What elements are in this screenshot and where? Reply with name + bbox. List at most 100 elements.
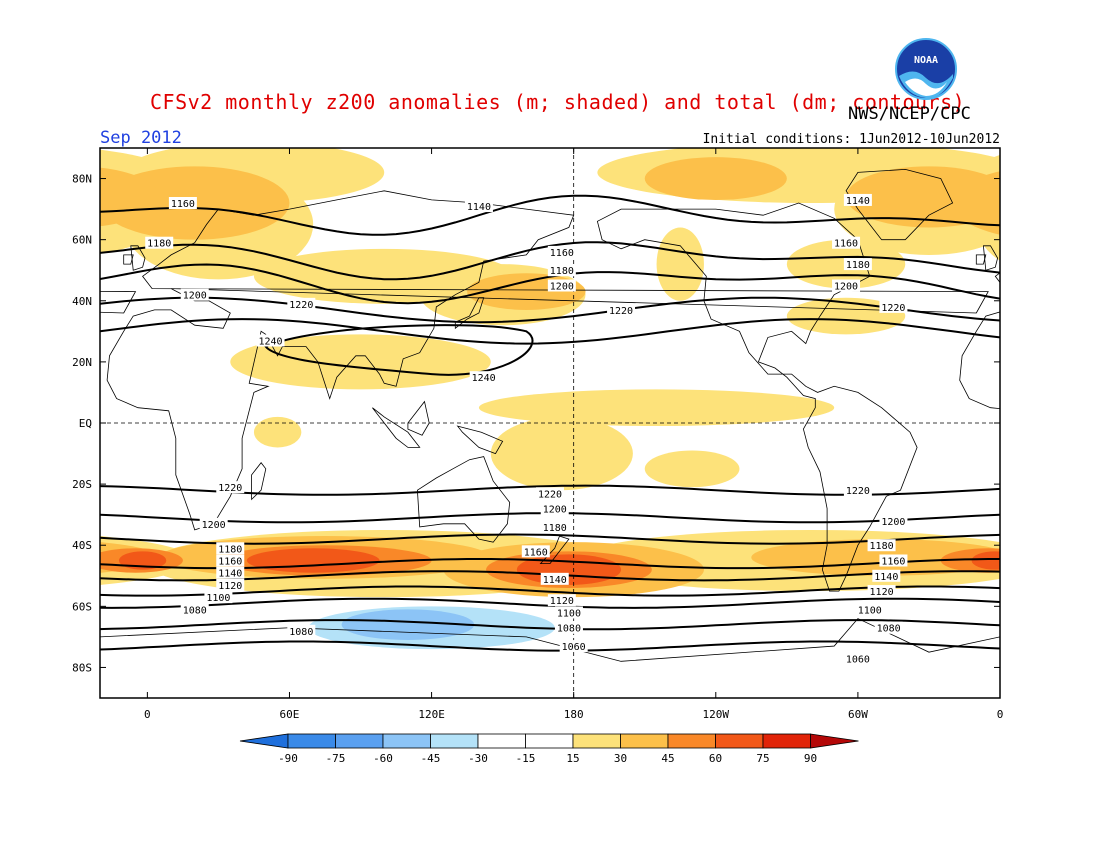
contour-label: 1220: [846, 486, 870, 497]
contour-labels: 1160 114011401180116011601180118012001200…: [145, 193, 908, 665]
contour-line: [100, 619, 1000, 631]
contour-label: 1200: [550, 282, 574, 293]
contour-label-bg: [287, 624, 316, 637]
anomaly-region: [159, 536, 491, 579]
anomaly-region: [443, 542, 704, 598]
contour-label: 1160: [218, 557, 242, 568]
anomaly-region: [486, 551, 652, 589]
colorbar-segment: [477, 733, 526, 749]
colorbar-segment: [430, 733, 479, 749]
contour-label-bg: [855, 603, 884, 616]
contour-label-bg: [256, 334, 285, 347]
colorbar-segment: [715, 733, 764, 749]
anomaly-region: [308, 606, 555, 650]
contour-label-bg: [843, 258, 872, 271]
anomaly-region: [100, 542, 160, 573]
contour-label: 1120: [218, 581, 242, 592]
contour-label-bg: [872, 569, 901, 582]
anomaly-region: [0, 240, 53, 289]
contour-label: 1120: [550, 596, 574, 607]
contour-label: 1200: [543, 505, 567, 516]
contour-label-bg: [540, 520, 569, 533]
contour-label-bg: [204, 591, 233, 604]
anomaly-region: [100, 149, 171, 196]
lat-label: 20N: [72, 356, 92, 369]
anomaly-region: [467, 273, 586, 310]
contour-label: 1240: [258, 337, 282, 348]
lat-label: 60S: [72, 600, 92, 613]
contour-line: [100, 512, 1000, 524]
contour-label-bg: [843, 652, 872, 665]
contour-label-bg: [180, 603, 209, 616]
anomaly-region: [751, 539, 1000, 576]
anomaly-region: [253, 248, 515, 304]
lon-label: 0: [997, 708, 1004, 721]
colorbar-label: 90: [804, 752, 817, 765]
lat-label: 40S: [72, 539, 92, 552]
coastline: [596, 202, 918, 592]
contour-label-bg: [867, 539, 896, 552]
contour-label-bg: [540, 502, 569, 515]
contour-label: 1200: [202, 520, 226, 531]
lon-label: 120E: [418, 708, 445, 721]
contour-label-bg: [547, 264, 576, 277]
anomaly-region: [644, 157, 787, 200]
contour-label-bg: [832, 279, 861, 292]
coastline: [106, 190, 989, 531]
coastline: [959, 272, 1000, 410]
contour-label: 1180: [870, 541, 894, 552]
anomaly-region: [118, 551, 167, 570]
contour-label-bg: [216, 542, 245, 555]
anomaly-region: [123, 148, 385, 203]
coastline: [416, 456, 511, 543]
anomaly-region: [846, 166, 1000, 228]
anomaly-region: [218, 545, 432, 576]
coastline: [251, 462, 267, 501]
coastline: [539, 535, 570, 564]
anomaly-region: [123, 169, 314, 280]
contour-label: 1200: [834, 282, 858, 293]
coastlines: [100, 168, 1000, 662]
lon-label: 120W: [703, 708, 730, 721]
contour-label-bg: [536, 487, 564, 500]
contour-label: 1220: [881, 303, 905, 314]
contour-line: [100, 597, 1000, 609]
colorbar: -90 -75 -60 -45 -30 -15 15 30 45 60 75 90: [239, 733, 859, 765]
lon-label: 0: [144, 708, 151, 721]
anomaly-region: [976, 188, 1000, 261]
contour-label-bg: [547, 594, 576, 607]
contour-label: 1160: [524, 547, 548, 558]
anomaly-region: [834, 163, 1000, 255]
anomaly-region: [478, 389, 835, 427]
initial-conditions: Initial conditions: 1Jun2012-10Jun2012: [702, 132, 1000, 147]
contour-label: 1060: [846, 654, 870, 665]
contour-line: [100, 263, 1000, 305]
colorbar-label: 75: [756, 752, 769, 765]
colorbar-segment: [667, 733, 716, 749]
contour-label: 1140: [543, 575, 567, 586]
anomaly-region: [786, 239, 906, 289]
contour-label: 1100: [858, 605, 882, 616]
contour-label: 1220: [289, 300, 313, 311]
colorbar-label: 60: [709, 752, 722, 765]
contour-label: 1200: [183, 291, 207, 302]
anomaly-region: [100, 166, 290, 240]
anomaly-region: [952, 171, 1000, 235]
contour-label: 1180: [218, 544, 242, 555]
contour-label-bg: [832, 236, 861, 249]
agency-credit: NWS/NCEP/CPC: [848, 104, 971, 124]
anomaly-region: [976, 154, 1000, 191]
colorbar-label: 30: [614, 752, 627, 765]
contour-label-bg: [464, 200, 493, 213]
anomaly-region: [100, 164, 172, 254]
contour-label: 1220: [538, 489, 562, 500]
anomaly-region: [1000, 530, 1100, 597]
coastline: [130, 245, 146, 271]
anomaly-region: [341, 609, 475, 640]
height-contours: [100, 194, 1000, 652]
contour-label-bg: [547, 245, 576, 258]
contour-label: 1140: [846, 196, 870, 207]
contour-label: 1180: [550, 266, 574, 277]
contour-label-bg: [879, 300, 908, 313]
contour-label: 1180: [147, 239, 171, 250]
